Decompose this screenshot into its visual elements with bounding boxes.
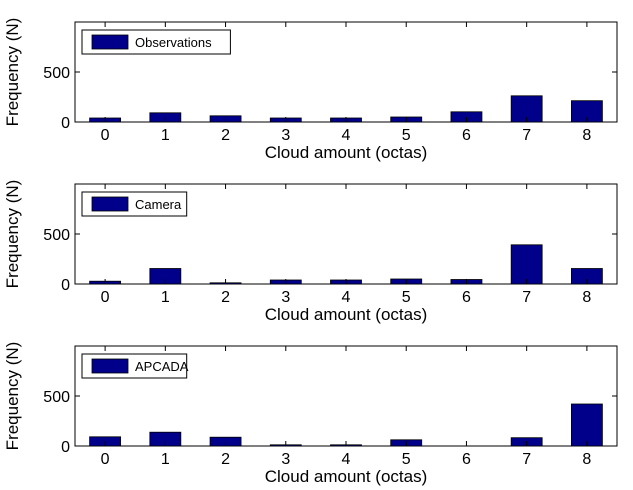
x-tick-label: 8 [582,289,591,306]
x-tick-label: 0 [101,289,110,306]
x-tick-label: 4 [342,127,351,144]
y-tick-label: 500 [43,65,70,82]
x-tick-label: 7 [522,451,531,468]
y-tick-label: 0 [61,277,70,294]
x-tick-label: 4 [342,289,351,306]
panel-observations: 0 1 2 3 4 5 6 7 8 0 500 Cloud amount (octas) Frequen… [3,18,618,162]
x-tick-label: 1 [161,127,170,144]
panel-apcada: 0 1 2 3 4 5 6 7 8 0 500 Cloud amount (octas) Frequen… [3,342,618,486]
x-axis-label: Cloud amount (octas) [265,467,428,486]
bar-8 [570,403,603,447]
legend: APCADA [81,353,189,379]
x-tick-label: 5 [402,127,411,144]
x-tick-label: 8 [582,451,591,468]
x-tick-label: 2 [221,451,230,468]
y-tick-label: 500 [43,227,70,244]
x-tick-label: 6 [462,127,471,144]
y-axis-label: Frequency (N) [3,342,22,451]
x-tick-label: 6 [462,289,471,306]
x-tick-label: 2 [221,127,230,144]
x-tick-label: 7 [522,127,531,144]
x-tick-label: 0 [101,127,110,144]
legend-swatch [91,34,129,50]
x-tick-label: 5 [402,289,411,306]
x-tick-label: 3 [281,289,290,306]
x-tick-label: 5 [402,451,411,468]
x-tick-label: 3 [281,451,290,468]
y-axis-label: Frequency (N) [3,180,22,289]
legend: Observations [81,29,231,55]
x-tick-label: 1 [161,451,170,468]
y-tick-label: 500 [43,389,70,406]
x-axis-label: Cloud amount (octas) [265,305,428,324]
legend: Camera [81,191,188,217]
panel-camera: 0 1 2 3 4 5 6 7 8 0 500 Cloud amount (octas) Frequen… [3,180,618,324]
legend-label: Camera [135,197,182,212]
x-tick-label: 2 [221,289,230,306]
legend-swatch [91,358,129,374]
x-axis-label: Cloud amount (octas) [265,143,428,162]
bar-7 [510,244,543,285]
y-tick-label: 0 [61,439,70,456]
legend-label: Observations [135,35,212,50]
legend-swatch [91,196,129,212]
legend-label: APCADA [135,359,189,374]
x-tick-label: 3 [281,127,290,144]
x-tick-label: 4 [342,451,351,468]
y-axis-label: Frequency (N) [3,18,22,127]
x-tick-label: 0 [101,451,110,468]
x-tick-label: 1 [161,289,170,306]
y-tick-label: 0 [61,115,70,132]
x-tick-label: 8 [582,127,591,144]
x-tick-label: 7 [522,289,531,306]
x-tick-label: 6 [462,451,471,468]
